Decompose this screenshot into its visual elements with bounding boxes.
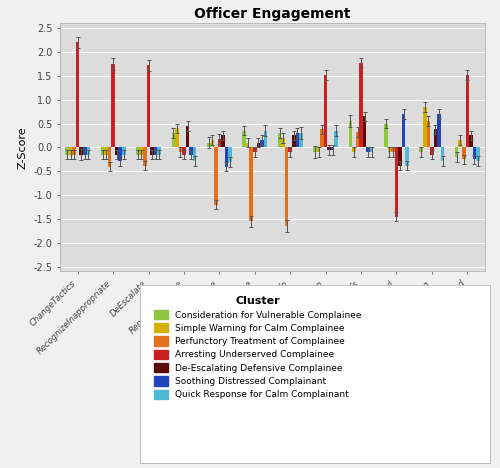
Bar [296,133,299,147]
Bar [440,147,444,161]
Bar [288,147,292,152]
Bar [430,147,434,154]
Bar [366,147,370,152]
Bar [370,147,374,152]
Y-axis label: Z-Score: Z-Score [18,126,28,169]
Bar [122,147,126,154]
Bar [108,147,112,167]
Bar [356,132,360,147]
Bar [476,147,480,161]
Bar [210,140,214,147]
Bar [242,131,246,147]
Bar [278,133,281,147]
Bar [352,147,356,152]
Bar [320,129,324,147]
Bar [104,147,108,154]
Bar [175,128,178,147]
Bar [218,139,221,147]
Legend: Consideration for Vulnerable Complainee, Simple Warning for Calm Complainee, Per: Consideration for Vulnerable Complainee,… [152,293,364,402]
Bar [76,43,80,147]
Bar [455,147,458,157]
Bar [384,124,388,147]
Bar [112,64,115,147]
Bar [66,147,69,154]
Bar [420,147,423,152]
Bar [334,131,338,147]
Bar [143,147,147,166]
Bar [434,129,437,147]
Bar [228,147,232,162]
Bar [207,143,210,147]
Bar [147,66,150,147]
Bar [363,117,366,147]
Bar [313,147,317,152]
Bar [115,147,118,154]
Bar [285,147,288,226]
Bar [462,147,466,159]
Title: Officer Engagement: Officer Engagement [194,7,351,21]
Bar [331,147,334,150]
Bar [398,147,402,166]
Bar [256,143,260,147]
Bar [406,147,409,166]
Bar [423,107,426,147]
Bar [224,147,228,167]
Bar [100,147,104,154]
Bar [348,121,352,147]
Bar [193,147,196,161]
Bar [178,147,182,152]
Bar [140,147,143,154]
Bar [83,147,86,154]
Bar [469,136,472,147]
Bar [402,114,406,147]
Bar [360,63,363,147]
Bar [250,147,253,221]
Bar [264,131,267,147]
Bar [260,140,264,147]
Bar [292,136,296,147]
Bar [136,147,140,154]
Bar [317,147,320,152]
Bar [466,75,469,147]
Bar [118,147,122,161]
Bar [69,147,72,154]
Bar [458,140,462,147]
Bar [246,143,250,147]
Bar [80,147,83,154]
Bar [172,133,175,147]
Bar [324,75,328,147]
Bar [221,136,224,147]
Bar [150,147,154,154]
Bar [282,138,285,147]
Bar [182,147,186,154]
Bar [437,114,440,147]
Bar [253,147,256,152]
Bar [214,147,218,205]
Bar [426,121,430,147]
Bar [86,147,90,154]
Bar [158,147,161,154]
Bar [472,147,476,159]
Bar [394,147,398,217]
Bar [154,147,158,154]
Bar [72,147,76,154]
Bar [186,126,190,147]
Bar [328,147,331,150]
Bar [388,147,391,152]
Bar [190,147,193,154]
Bar [299,133,302,147]
Bar [391,147,394,152]
